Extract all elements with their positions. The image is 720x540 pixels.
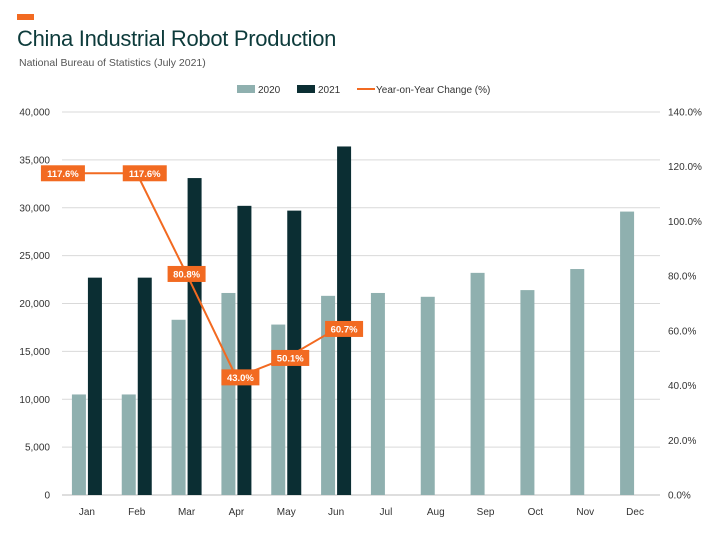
y-left-tick-label: 30,000 bbox=[19, 203, 50, 214]
x-tick-label: Mar bbox=[178, 507, 196, 518]
bar-2021 bbox=[337, 146, 352, 495]
x-tick-label: Oct bbox=[528, 507, 544, 518]
chart-subtitle: National Bureau of Statistics (July 2021… bbox=[19, 57, 206, 69]
bar-2021 bbox=[137, 277, 152, 495]
data-label-box bbox=[325, 320, 364, 337]
bar-2020 bbox=[520, 290, 535, 495]
y-left-tick-label: 5,000 bbox=[25, 443, 50, 454]
y-right-tick-label: 120.0% bbox=[668, 162, 702, 173]
y-right-tick-label: 80.0% bbox=[668, 272, 696, 283]
y-left-tick-label: 10,000 bbox=[19, 395, 50, 406]
bar-2020 bbox=[71, 394, 86, 495]
bar-2021 bbox=[187, 178, 202, 495]
bar-2020 bbox=[121, 394, 136, 495]
x-tick-label: Dec bbox=[626, 507, 644, 518]
bar-2021 bbox=[237, 205, 252, 495]
y-right-tick-label: 140.0% bbox=[668, 108, 702, 119]
data-label-box bbox=[221, 369, 260, 386]
bar-2020 bbox=[470, 272, 485, 495]
legend-label-2020: 2020 bbox=[258, 85, 281, 96]
bar-2021 bbox=[87, 277, 102, 495]
x-tick-label: Jun bbox=[328, 507, 344, 518]
data-label-box bbox=[122, 165, 167, 182]
data-label: 50.1% bbox=[277, 353, 304, 364]
data-label: 117.6% bbox=[47, 169, 79, 180]
bar-2020 bbox=[620, 211, 635, 495]
x-tick-label: Feb bbox=[128, 507, 146, 518]
data-label: 80.8% bbox=[173, 269, 200, 280]
y-right-tick-label: 40.0% bbox=[668, 381, 696, 392]
bar-2020 bbox=[171, 319, 186, 495]
y-right-tick-label: 60.0% bbox=[668, 326, 696, 337]
data-label: 117.6% bbox=[129, 169, 161, 180]
data-label-box bbox=[167, 265, 206, 282]
data-label: 60.7% bbox=[331, 324, 358, 335]
bar-2020 bbox=[370, 292, 385, 495]
bar-2020 bbox=[420, 296, 435, 495]
bar-2020 bbox=[321, 295, 336, 495]
y-left-tick-label: 15,000 bbox=[19, 347, 50, 358]
title-accent-bar bbox=[17, 14, 34, 20]
x-tick-label: Aug bbox=[427, 507, 445, 518]
y-left-tick-label: 35,000 bbox=[19, 155, 50, 166]
y-left-tick-label: 40,000 bbox=[19, 108, 50, 119]
y-right-tick-label: 20.0% bbox=[668, 436, 696, 447]
x-tick-label: May bbox=[277, 507, 296, 518]
x-tick-label: Jan bbox=[79, 507, 95, 518]
y-left-tick-label: 20,000 bbox=[19, 299, 50, 310]
bar-2020 bbox=[221, 292, 236, 495]
data-label: 43.0% bbox=[227, 373, 254, 384]
x-tick-label: Jul bbox=[380, 507, 393, 518]
bar-2020 bbox=[271, 324, 286, 495]
legend-label-2021: 2021 bbox=[318, 85, 341, 96]
bar-2020 bbox=[570, 269, 585, 495]
x-tick-label: Apr bbox=[229, 507, 245, 518]
y-left-tick-label: 0 bbox=[44, 491, 50, 502]
y-right-tick-label: 0.0% bbox=[668, 491, 691, 502]
legend-swatch-2021 bbox=[297, 85, 315, 93]
y-left-tick-label: 25,000 bbox=[19, 251, 50, 262]
chart-title: China Industrial Robot Production bbox=[17, 26, 337, 51]
legend-swatch-2020 bbox=[237, 85, 255, 93]
legend-label-line: Year-on-Year Change (%) bbox=[376, 85, 490, 96]
data-label-box bbox=[40, 165, 85, 182]
x-tick-label: Sep bbox=[477, 507, 495, 518]
x-tick-label: Nov bbox=[576, 507, 594, 518]
y-right-tick-label: 100.0% bbox=[668, 217, 702, 228]
data-label-box bbox=[271, 349, 310, 366]
